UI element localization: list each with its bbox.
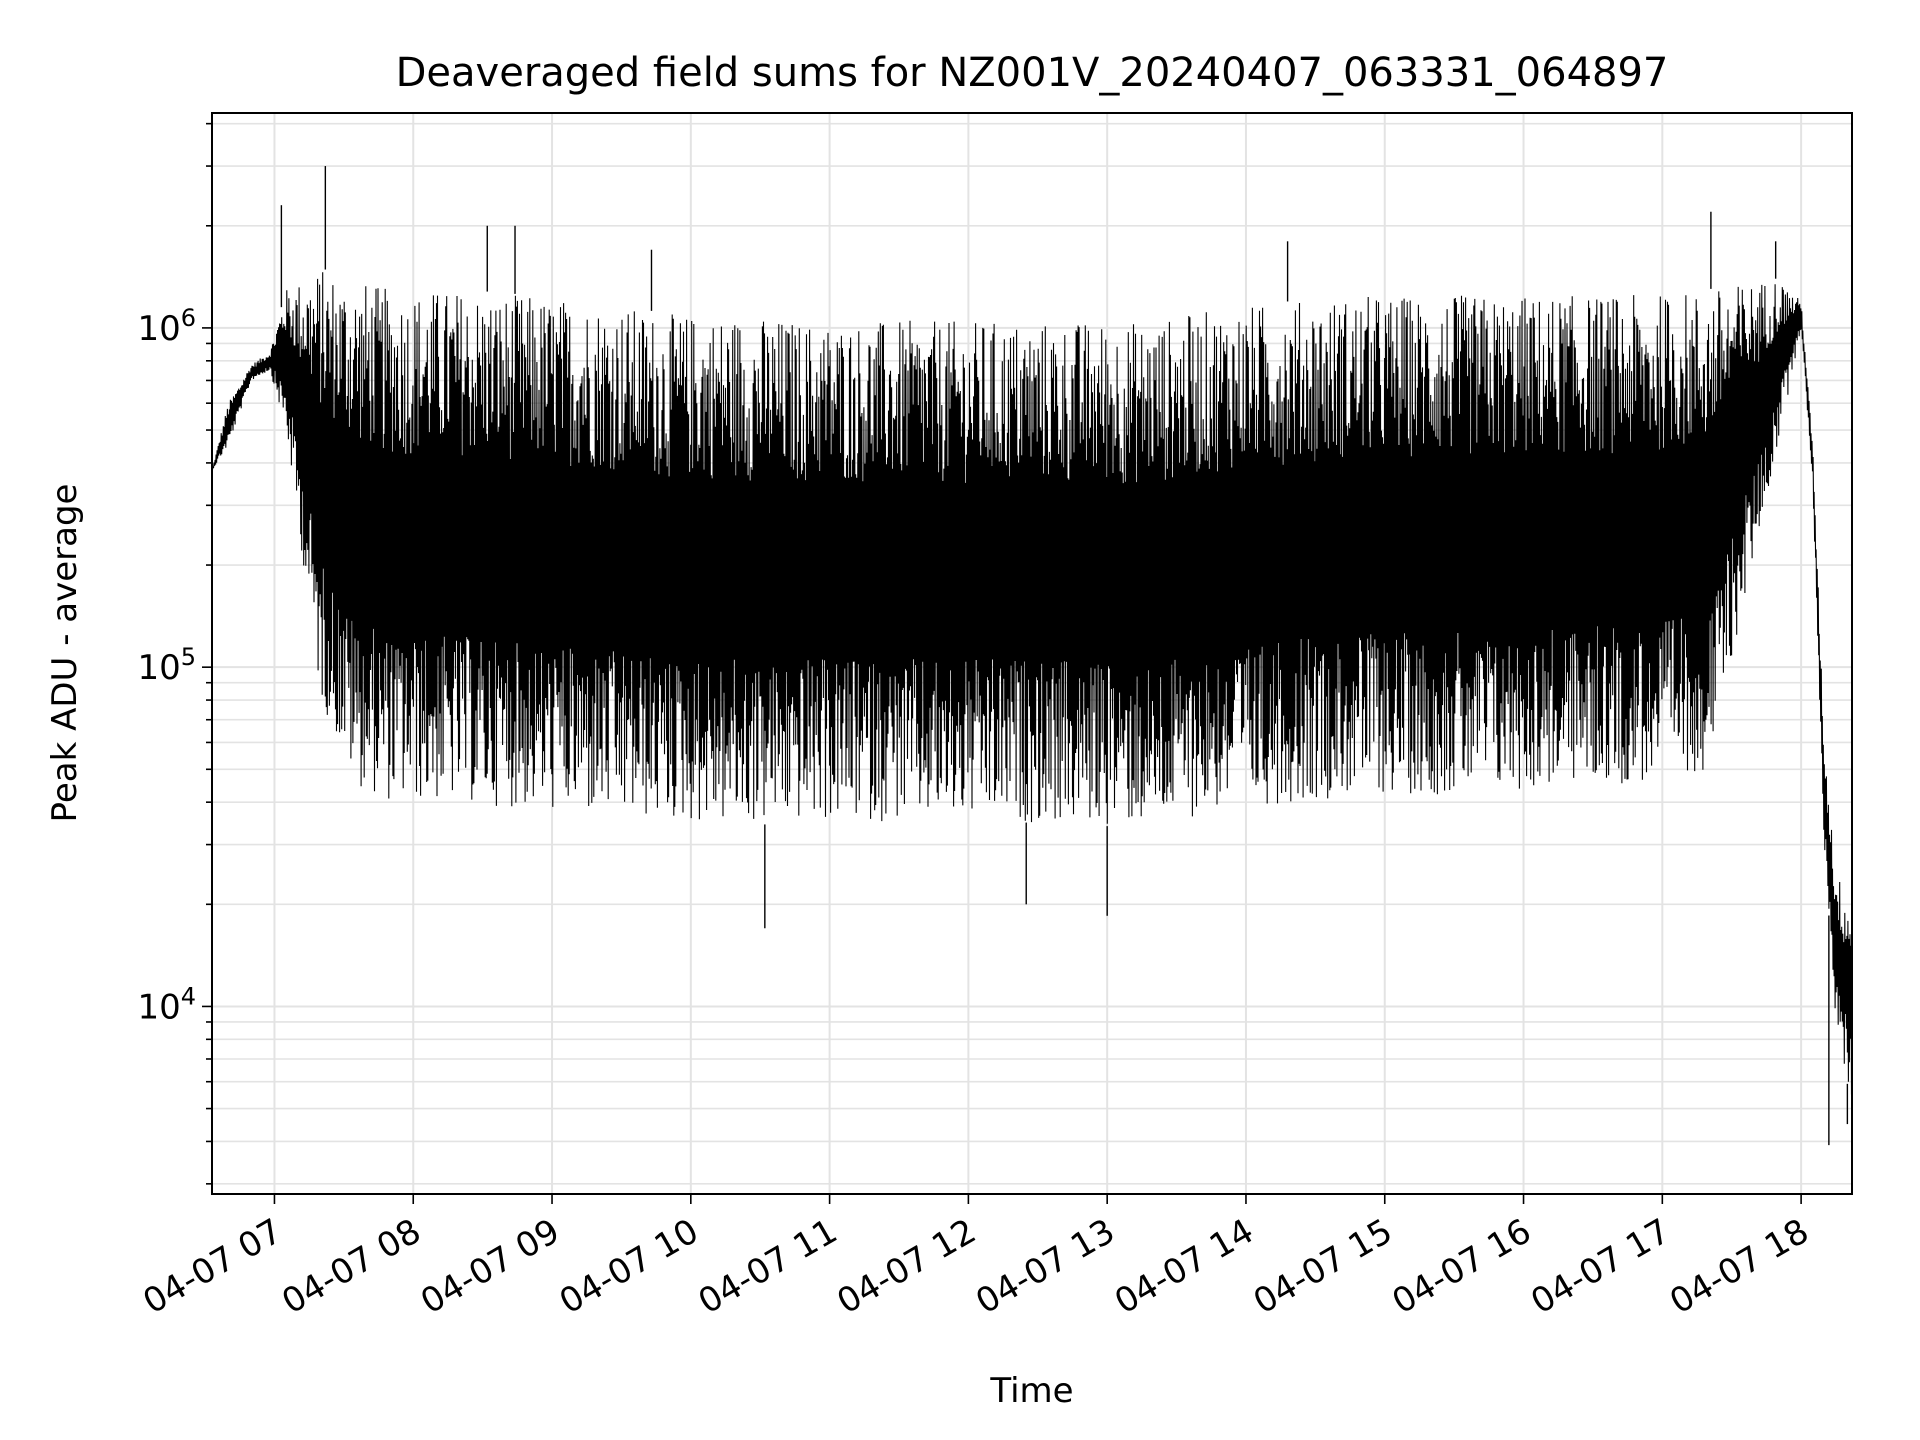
chart-title: Deaveraged field sums for NZ001V_2024040… <box>396 50 1669 96</box>
series-line <box>211 166 1853 1146</box>
y-tick-label: 104 <box>137 982 196 1027</box>
y-tick-label: 106 <box>137 304 196 349</box>
plot-frame <box>211 112 1853 1195</box>
series-trace <box>211 272 1853 1095</box>
x-axis-label: Time <box>989 1371 1073 1411</box>
y-tick-label: 105 <box>137 643 196 688</box>
y-axis-label: Peak ADU - average <box>45 484 85 823</box>
